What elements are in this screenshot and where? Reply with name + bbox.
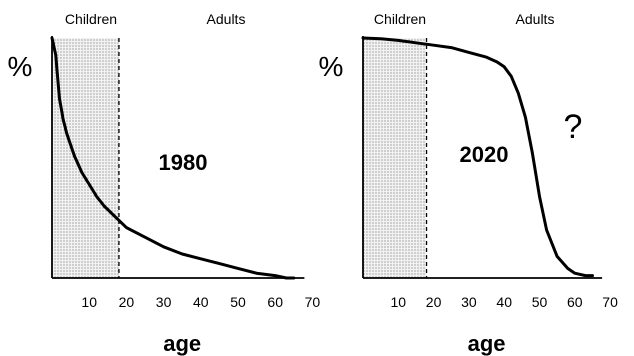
chart-0-x-tick-label: 60 xyxy=(267,294,283,310)
chart-0-y-axis-label: % xyxy=(8,51,33,82)
chart-1-region-label-children: Children xyxy=(374,11,426,27)
chart-0-region-label-adults: Adults xyxy=(207,11,246,27)
chart-1-title: 2020 xyxy=(460,142,509,167)
chart-1-x-tick-label: 40 xyxy=(496,294,512,310)
chart-0-x-axis-label: age xyxy=(163,331,201,356)
chart-0-x-tick-label: 20 xyxy=(119,294,135,310)
chart-0-x-tick-label: 30 xyxy=(156,294,172,310)
chart-0-title: 1980 xyxy=(159,150,208,175)
chart-0-children-shading xyxy=(52,38,119,278)
chart-1-series-line xyxy=(361,36,594,278)
chart-1-x-tick-label: 20 xyxy=(426,294,442,310)
chart-1-x-axis-label: age xyxy=(468,331,506,356)
chart-1-children-shading xyxy=(363,38,427,278)
chart-0-x-tick-label: 70 xyxy=(305,294,321,310)
chart-0-x-tick-label: 50 xyxy=(230,294,246,310)
chart-1-annotation: ? xyxy=(564,108,583,146)
chart-1-y-axis-label: % xyxy=(319,51,344,82)
chart-1-x-tick-label: 70 xyxy=(602,294,618,310)
chart-0-x-tick-label: 10 xyxy=(81,294,97,310)
chart-1-x-tick-label: 10 xyxy=(391,294,407,310)
chart-1-x-tick-label: 50 xyxy=(532,294,548,310)
chart-1-x-tick-label: 60 xyxy=(567,294,583,310)
chart-0-x-tick-label: 40 xyxy=(193,294,209,310)
chart-0-region-label-children: Children xyxy=(65,11,117,27)
chart-1-x-tick-label: 30 xyxy=(461,294,477,310)
chart-0-series-line xyxy=(50,36,296,280)
chart-1-region-label-adults: Adults xyxy=(516,11,555,27)
